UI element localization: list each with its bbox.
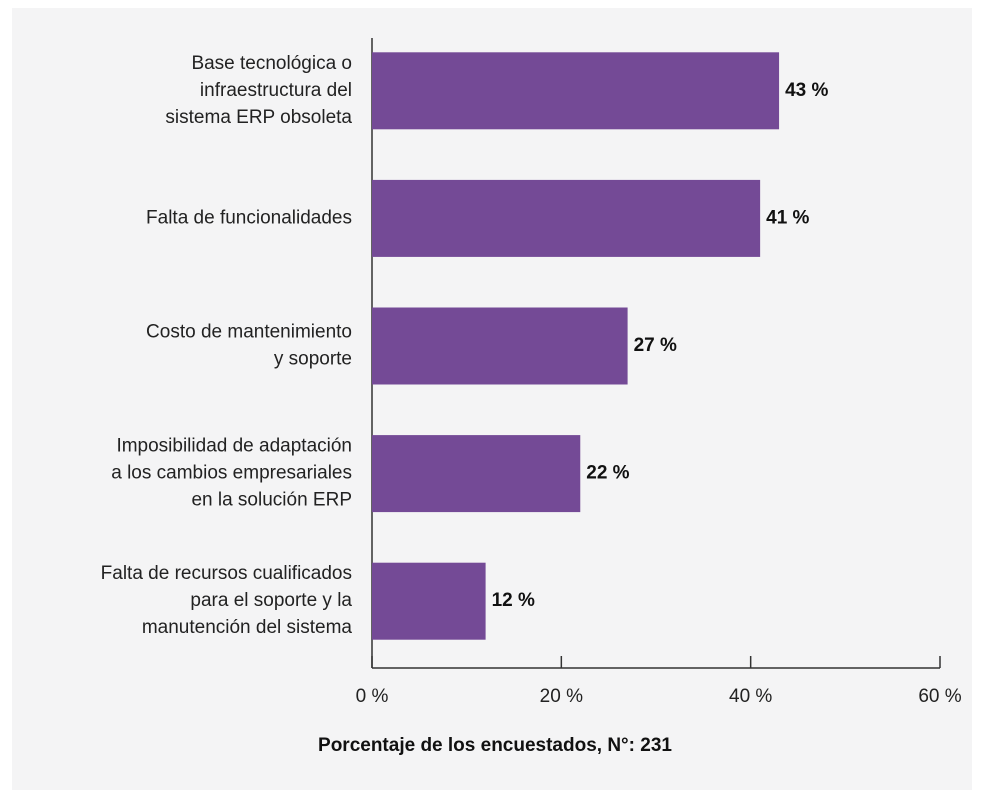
x-tick-label: 40 % bbox=[729, 686, 772, 707]
category-label: en la solución ERP bbox=[191, 490, 352, 511]
category-label: Falta de recursos cualificados bbox=[101, 563, 352, 584]
x-tick-label: 0 % bbox=[356, 686, 389, 707]
value-label: 43 % bbox=[785, 80, 828, 101]
bar bbox=[372, 179, 761, 257]
category-label: Falta de funcionalidades bbox=[146, 207, 352, 228]
category-label: Imposibilidad de adaptación bbox=[116, 436, 352, 457]
category-label: infraestructura del bbox=[200, 80, 352, 101]
bar bbox=[372, 435, 581, 513]
value-label: 12 % bbox=[492, 590, 535, 611]
value-label: 22 % bbox=[586, 463, 629, 484]
category-label: Base tecnológica o bbox=[191, 53, 352, 74]
value-label: 41 % bbox=[766, 207, 809, 228]
bar bbox=[372, 52, 780, 130]
category-label: Costo de mantenimiento bbox=[146, 322, 352, 343]
category-label: para el soporte y la bbox=[190, 590, 352, 611]
panel bbox=[12, 8, 972, 790]
category-label: sistema ERP obsoleta bbox=[165, 107, 352, 128]
bar bbox=[372, 307, 628, 385]
category-label: y soporte bbox=[274, 349, 352, 370]
x-tick-label: 20 % bbox=[540, 686, 583, 707]
x-axis-title: Porcentaje de los encuestados, N°: 231 bbox=[318, 735, 672, 756]
value-label: 27 % bbox=[634, 335, 677, 356]
x-tick-label: 60 % bbox=[918, 686, 961, 707]
bar bbox=[372, 562, 486, 640]
category-label: manutención del sistema bbox=[142, 617, 353, 638]
category-label: a los cambios empresariales bbox=[111, 463, 352, 484]
